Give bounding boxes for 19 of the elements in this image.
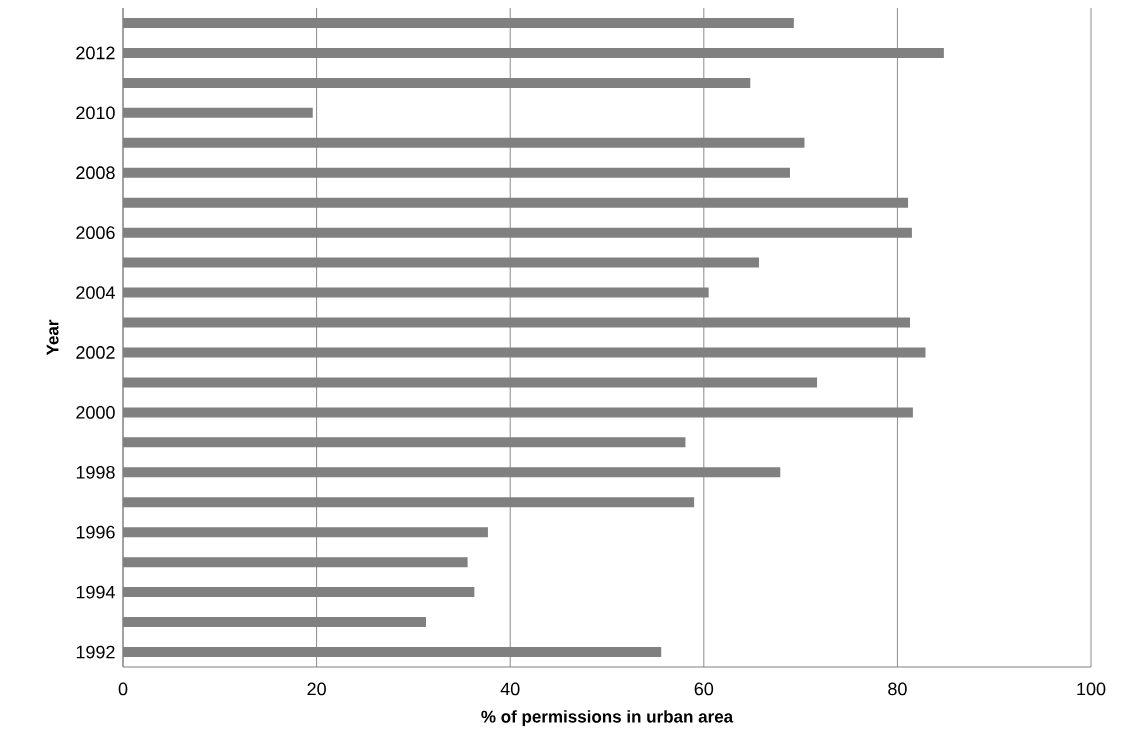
x-tick-label: 100 [1077,682,1106,696]
y-tick-label: 1998 [76,465,115,479]
y-axis-title: Year [46,319,59,356]
y-tick-label: 1992 [76,645,115,659]
y-tick-label: 2004 [76,286,115,299]
x-tick-label: 60 [694,682,714,696]
y-tick-label: 2006 [76,226,115,240]
y-tick-label: 2000 [76,406,115,419]
y-tick-label: 2010 [76,106,115,120]
y-tick-label: 2008 [76,166,115,180]
y-tick-label: 2012 [76,46,115,60]
x-tick-label: 80 [888,682,907,696]
x-tick-label: 0 [118,682,128,696]
y-tick-label: 1994 [76,585,115,599]
x-axis-title: % of permissions in urban area [481,710,734,726]
y-tick-label: 2002 [76,346,115,359]
y-tick-label: 1996 [76,525,115,539]
x-tick-label: 40 [500,682,520,696]
x-tick-label: 20 [307,682,326,696]
